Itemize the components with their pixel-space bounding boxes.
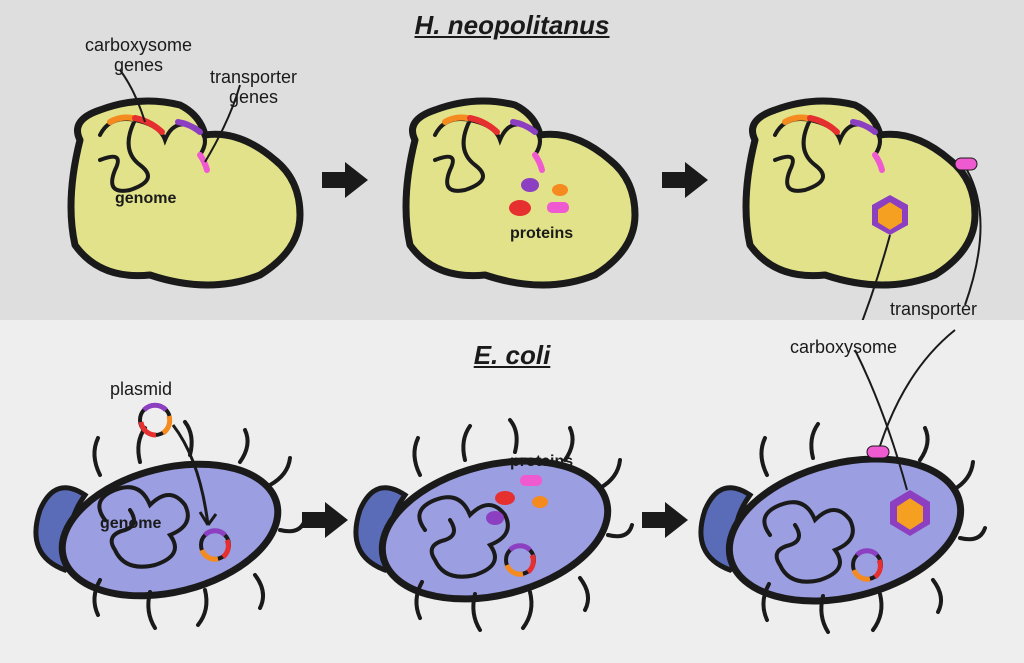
arrow-bottom-2 <box>640 500 690 540</box>
label-genome-bottom: genome <box>100 515 161 533</box>
arrow-top-2 <box>660 160 710 200</box>
label-carboxysome-genes: carboxysome genes <box>85 36 192 76</box>
label-transporter: transporter <box>890 300 977 320</box>
title-hneo: H. neopolitanus <box>415 10 610 41</box>
hneo-cell-2 <box>375 80 655 310</box>
label-proteins-top: proteins <box>510 225 573 243</box>
label-carboxysome: carboxysome <box>790 338 897 358</box>
bottom-panel: E. coli carboxysome plasmid <box>0 320 1024 663</box>
hneo-cell-1 <box>40 80 320 310</box>
arrow-bottom-1 <box>300 500 350 540</box>
ecoli-cell-2 <box>350 380 640 640</box>
title-ecoli: E. coli <box>474 340 551 371</box>
label-proteins-bottom: proteins <box>510 453 573 471</box>
top-panel: H. neopolitanus carboxysome genes transp… <box>0 0 1024 320</box>
arrow-top-1 <box>320 160 370 200</box>
ecoli-cell-1 <box>30 380 310 640</box>
label-genome-top: genome <box>115 190 176 208</box>
ecoli-cell-3 <box>695 380 1005 640</box>
